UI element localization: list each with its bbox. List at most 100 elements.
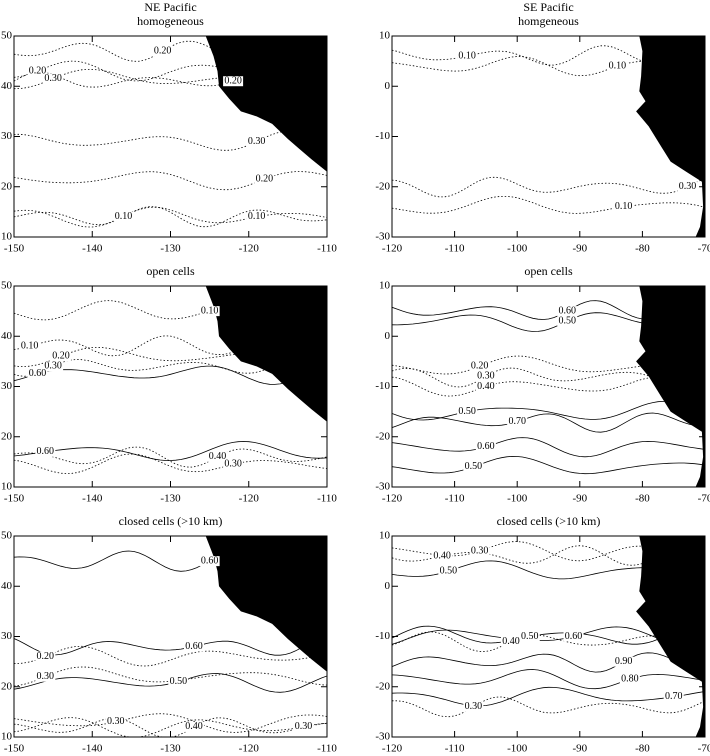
panel-title: open cells <box>524 264 573 278</box>
y-tick-label: 50 <box>1 30 13 42</box>
contour-line <box>392 412 705 433</box>
contour-label: 0.20 <box>256 174 274 185</box>
contour-label: 0.30 <box>248 136 266 147</box>
contour-label: 0.50 <box>170 676 188 687</box>
contour-line <box>14 335 327 357</box>
contour-line <box>14 71 327 92</box>
label-bg <box>469 361 490 372</box>
panel-title: open cells <box>146 264 195 278</box>
x-tick-label: -90 <box>572 743 587 755</box>
label-bg <box>105 716 126 727</box>
y-tick-label: 10 <box>379 530 391 542</box>
y-tick-label: 0 <box>385 330 391 342</box>
x-tick-label: -80 <box>635 243 650 255</box>
x-tick-label: -110 <box>317 743 337 755</box>
plot-area: 0.60 0.20 0.30 0.60 0.50 0.30 0.40 0.30 <box>14 536 327 737</box>
contour-label: 0.50 <box>465 461 483 472</box>
y-tick-label: -30 <box>375 481 390 493</box>
x-tick-label: -140 <box>82 243 103 255</box>
y-tick-label: 0 <box>385 580 391 592</box>
y-tick-label: 10 <box>379 280 391 292</box>
contour-label: 0.40 <box>502 636 520 647</box>
label-bg <box>183 721 204 732</box>
label-bg <box>246 136 267 147</box>
contour-label: 0.10 <box>248 211 266 222</box>
land <box>636 286 705 487</box>
contour-label: 0.60 <box>37 446 55 457</box>
label-bg <box>463 701 484 712</box>
contour-label: 0.90 <box>615 656 633 667</box>
label-bg <box>199 306 220 317</box>
label-bg <box>507 416 528 427</box>
contour-label: 0.40 <box>433 550 451 561</box>
contour-line <box>392 196 705 214</box>
label-bg <box>475 441 496 452</box>
label-bg <box>519 631 540 642</box>
y-tick-label: -20 <box>375 180 390 192</box>
x-tick-label: -110 <box>445 243 465 255</box>
contour-line <box>392 696 705 718</box>
y-tick-label: 10 <box>1 731 13 743</box>
contour-line <box>14 453 327 475</box>
contour-line <box>14 713 327 733</box>
y-tick-label: -20 <box>375 680 390 692</box>
contour-label: 0.40 <box>185 721 203 732</box>
label-bg <box>438 566 459 577</box>
y-tick-label: -10 <box>375 630 390 642</box>
land <box>205 286 327 422</box>
contour-line <box>14 206 327 228</box>
x-tick-label: -100 <box>507 243 528 255</box>
contour-line <box>14 206 327 228</box>
contour-line <box>14 171 327 191</box>
contour-line <box>392 686 705 707</box>
contour-label: 0.50 <box>458 406 476 417</box>
plot-area: 0.100.100.200.300.600.60 0.400.30 <box>14 286 327 475</box>
label-bg <box>35 651 56 662</box>
label-bg <box>223 459 244 470</box>
label-bg <box>475 381 496 392</box>
land <box>205 536 327 672</box>
x-tick-label: -130 <box>160 493 181 505</box>
contour-label: 0.30 <box>44 361 62 372</box>
label-bg <box>663 691 684 702</box>
x-tick-label: -140 <box>82 493 103 505</box>
label-bg <box>500 636 521 647</box>
label-bg <box>152 46 173 57</box>
x-tick-label: -100 <box>507 493 528 505</box>
contour-label: 0.20 <box>37 651 55 662</box>
contour-label: 0.30 <box>37 671 55 682</box>
contour-line <box>14 635 327 656</box>
contour-label: 0.40 <box>209 451 227 462</box>
label-bg <box>183 641 204 652</box>
x-tick-label: -130 <box>160 243 181 255</box>
y-tick-label: 30 <box>1 380 13 392</box>
x-tick-label: -110 <box>317 243 337 255</box>
label-bg <box>27 368 48 379</box>
contour-label: 0.60 <box>565 631 583 642</box>
contour-line <box>392 176 705 198</box>
contour-line <box>14 130 327 151</box>
y-tick-label: -30 <box>375 231 390 243</box>
contour-label: 0.30 <box>107 716 125 727</box>
contour-label: 0.30 <box>679 181 697 192</box>
contour-label: 0.50 <box>440 565 458 576</box>
contour-line <box>392 56 705 77</box>
contour-line <box>392 669 705 690</box>
contour-line <box>14 365 327 385</box>
label-bg <box>432 551 453 562</box>
y-tick-label: -10 <box>375 130 390 142</box>
x-tick-label: -70 <box>698 493 710 505</box>
contour-line <box>14 717 327 737</box>
contour-label: 0.50 <box>559 315 577 326</box>
contour-line <box>14 356 327 377</box>
contour-label: 0.10 <box>458 50 476 61</box>
plot-area: 0.600.500.200.300.400.500.700.600.50 <box>392 286 705 487</box>
contour-line <box>14 446 327 468</box>
contour-line <box>14 441 327 461</box>
y-tick-label: 10 <box>1 481 13 493</box>
y-tick-label: 0 <box>385 80 391 92</box>
contour-label: 0.30 <box>295 721 313 732</box>
plot-area: 0.40 0.300.500.40 0.50 0.600.900.800.700.30 <box>392 536 705 737</box>
label-bg <box>613 656 634 667</box>
contour-label: 0.60 <box>477 441 495 452</box>
